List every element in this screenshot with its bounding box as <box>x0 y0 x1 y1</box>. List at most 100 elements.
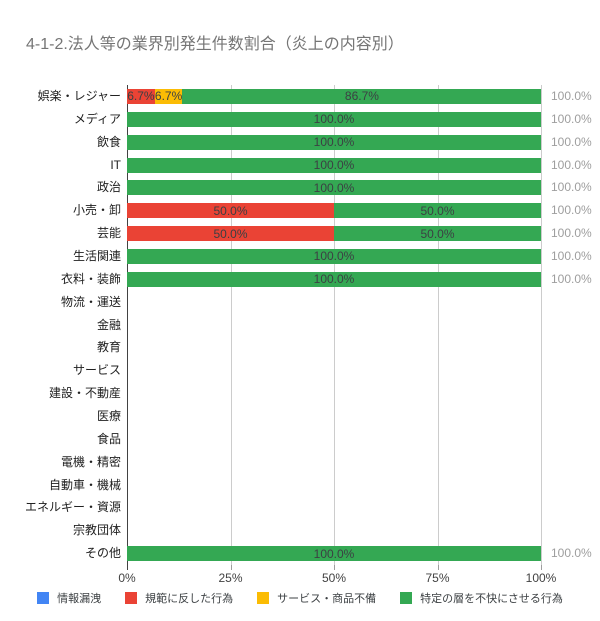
category-label: その他 <box>84 546 121 561</box>
legend-item: 情報漏洩 <box>37 590 101 606</box>
x-axis-label: 50% <box>321 571 347 585</box>
category-label: 教育 <box>96 340 121 355</box>
bar-value-label: 50.0% <box>420 203 455 218</box>
bar-row: 50.0% 50.0% <box>127 226 541 242</box>
bar-segment: 50.0% <box>334 226 541 242</box>
axis-tick <box>127 565 128 570</box>
category-label: 電機・精密 <box>60 454 121 469</box>
bar-segment: 50.0% <box>334 203 541 219</box>
bar-row <box>127 455 541 470</box>
bar-value-label: 100.0% <box>313 112 355 127</box>
total-label: 100.0% <box>551 546 592 561</box>
total-label: 100.0% <box>551 89 592 103</box>
category-label: 生活関連 <box>72 249 121 263</box>
bar-row: 50.0% 50.0% <box>127 203 541 219</box>
bar-row <box>127 386 541 401</box>
bar-value-label: 6.7% <box>127 89 155 104</box>
total-label: 100.0% <box>551 157 592 172</box>
total-label: 100.0% <box>551 271 592 286</box>
axis-tick <box>334 565 335 570</box>
bar-row <box>127 409 541 424</box>
x-axis-label: 25% <box>218 571 243 585</box>
bar-value-label: 6.7% <box>154 89 183 104</box>
bar-segment: 6.7% <box>127 88 155 104</box>
total-label: 100.0% <box>551 226 592 241</box>
bar-row: 100.0% <box>127 180 541 196</box>
bar-segment: 86.7% <box>182 88 541 104</box>
bar-value-label: 100.0% <box>313 272 355 287</box>
bar-row <box>127 478 541 493</box>
category-label: 飲食 <box>96 134 121 149</box>
bar-value-label: 100.0% <box>313 546 355 561</box>
legend-item: サービス・商品不備 <box>257 590 376 606</box>
legend-label: サービス・商品不備 <box>277 593 377 605</box>
category-label: サービス <box>72 363 121 378</box>
bar-row <box>127 318 541 333</box>
x-axis-label: 0% <box>118 571 136 585</box>
bar-row: 6.7% 6.7% 86.7% <box>127 88 541 104</box>
bar-segment: 6.7% <box>154 88 183 104</box>
total-label: 100.0% <box>551 180 592 195</box>
category-label: 宗教団体 <box>72 523 121 538</box>
bar-value-label: 100.0% <box>313 135 355 150</box>
bar-segment: 100.0% <box>127 134 541 150</box>
bar-segment: 100.0% <box>127 111 541 127</box>
legend-item: 特定の層を不快にさせる行為 <box>400 590 563 606</box>
total-label: 100.0% <box>551 203 592 218</box>
bar-row <box>127 523 541 538</box>
axis-tick <box>541 565 542 570</box>
bar-value-label: 50.0% <box>213 203 248 218</box>
axis-tick <box>437 565 439 570</box>
category-label: 衣料・装飾 <box>60 271 121 286</box>
axis-tick <box>230 565 232 570</box>
legend-item: 規範に反した行為 <box>125 590 233 606</box>
legend-swatch-icon <box>257 592 270 604</box>
bar-segment: 50.0% <box>127 226 334 242</box>
chart-legend: 情報漏洩 規範に反した行為 サービス・商品不備 特定の層を不快にさせる行為 <box>0 590 600 606</box>
category-label: 物流・運送 <box>60 294 121 309</box>
gridline <box>437 85 439 565</box>
total-label: 100.0% <box>551 249 592 263</box>
legend-label: 情報漏洩 <box>57 593 102 605</box>
legend-label: 特定の層を不快にさせる行為 <box>420 593 563 605</box>
bar-value-label: 100.0% <box>313 249 355 264</box>
y-axis-line <box>127 85 128 565</box>
legend-swatch-icon <box>125 592 138 604</box>
gridline <box>541 85 542 565</box>
legend-label: 規範に反した行為 <box>145 593 234 605</box>
bar-value-label: 50.0% <box>420 226 455 241</box>
bar-segment: 100.0% <box>127 546 541 562</box>
gridline <box>230 85 232 565</box>
category-label: 芸能 <box>96 226 121 241</box>
legend-swatch-icon <box>37 592 50 604</box>
category-label: メディア <box>73 111 121 126</box>
chart-title: 4-1-2.法人等の業界別発生件数割合（炎上の内容別） <box>26 36 404 53</box>
bar-row <box>127 432 541 447</box>
category-label: IT <box>110 157 121 172</box>
legend-swatch-icon <box>400 592 413 604</box>
total-label: 100.0% <box>551 111 592 126</box>
bar-row <box>127 363 541 378</box>
bar-row: 100.0% <box>127 546 541 562</box>
category-label: 食品 <box>96 431 121 446</box>
gridline <box>334 85 335 565</box>
x-axis-label: 100% <box>525 571 557 585</box>
category-label: 建設・不動産 <box>48 386 121 401</box>
bar-row: 100.0% <box>127 248 541 264</box>
bar-row: 100.0% <box>127 111 541 127</box>
bar-row <box>127 295 541 310</box>
category-label: 自動車・機械 <box>48 477 121 492</box>
bar-row <box>127 340 541 355</box>
bar-segment: 100.0% <box>127 271 541 287</box>
category-label: 娯楽・レジャー <box>37 89 121 103</box>
bar-value-label: 50.0% <box>213 226 248 241</box>
bar-row <box>127 500 541 515</box>
category-label: 医療 <box>96 409 121 423</box>
x-axis-label: 75% <box>425 571 450 585</box>
category-label: エネルギー・資源 <box>24 500 121 515</box>
bar-row: 100.0% <box>127 271 541 287</box>
bar-value-label: 100.0% <box>313 180 355 195</box>
bar-segment: 100.0% <box>127 157 541 173</box>
